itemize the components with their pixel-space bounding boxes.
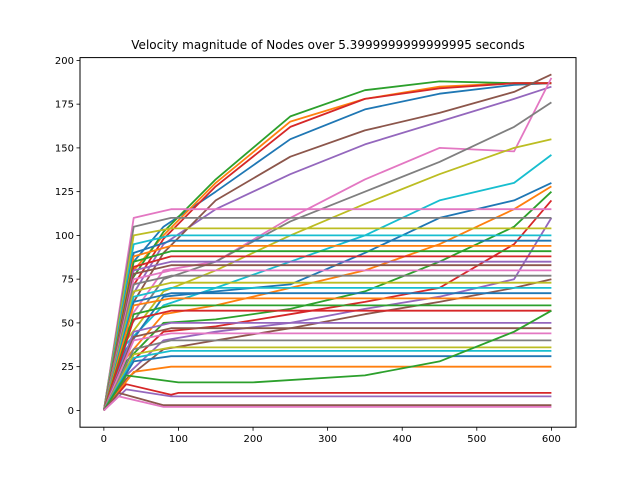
series-line-node-14 [103, 199, 553, 411]
y-tick-label: 175 [55, 100, 74, 111]
series-line-node-11 [103, 182, 552, 411]
series-line-node-42 [103, 365, 552, 411]
series-line-node-46 [103, 391, 552, 411]
series-line-node-21 [103, 239, 552, 411]
y-tick-label: 50 [61, 318, 74, 329]
series-line-node-34 [103, 309, 552, 411]
series-line-node-38 [103, 339, 552, 411]
x-axis: 0 100 200 300 400 500 600 [101, 427, 561, 445]
y-axis: 0 25 50 75 100 125 150 175 200 [55, 56, 80, 417]
x-tick-label: 100 [169, 434, 188, 445]
x-tick-label: 200 [243, 434, 262, 445]
x-tick-label: 300 [318, 434, 337, 445]
series-line-node-43 [103, 309, 552, 411]
y-tick-label: 100 [55, 231, 74, 242]
series-line-node-18 [103, 216, 552, 411]
x-tick-label: 500 [467, 434, 486, 445]
series-line-node-47 [103, 395, 552, 412]
series-line-node-40 [103, 349, 552, 411]
series-line-node-17 [103, 208, 552, 411]
series-layer [103, 73, 553, 412]
x-tick-label: 0 [101, 434, 107, 445]
series-line-node-32 [103, 297, 552, 411]
series-line-node-41 [103, 355, 552, 411]
series-line-node-08 [103, 101, 552, 411]
series-line-node-06 [103, 73, 552, 411]
x-tick-label: 600 [542, 434, 561, 445]
series-line-node-05 [103, 85, 552, 411]
chart-title: Velocity magnitude of Nodes over 5.39999… [131, 38, 524, 52]
series-line-node-20 [103, 234, 552, 411]
x-tick-label: 400 [393, 434, 412, 445]
y-tick-label: 125 [55, 187, 74, 198]
series-line-node-28 [103, 274, 552, 411]
series-line-node-33 [103, 304, 552, 411]
series-line-node-19 [103, 227, 552, 411]
series-line-node-09 [103, 138, 552, 411]
series-line-node-37 [103, 332, 552, 411]
y-tick-label: 150 [55, 143, 74, 154]
y-tick-label: 0 [68, 406, 74, 417]
y-tick-label: 25 [61, 362, 74, 373]
series-line-node-35 [103, 321, 552, 411]
y-tick-label: 75 [61, 275, 74, 286]
y-tick-label: 200 [55, 56, 74, 67]
series-line-node-25 [103, 260, 552, 411]
series-line-node-36 [103, 327, 552, 411]
series-line-node-30 [103, 286, 552, 411]
series-line-node-39 [103, 346, 552, 411]
